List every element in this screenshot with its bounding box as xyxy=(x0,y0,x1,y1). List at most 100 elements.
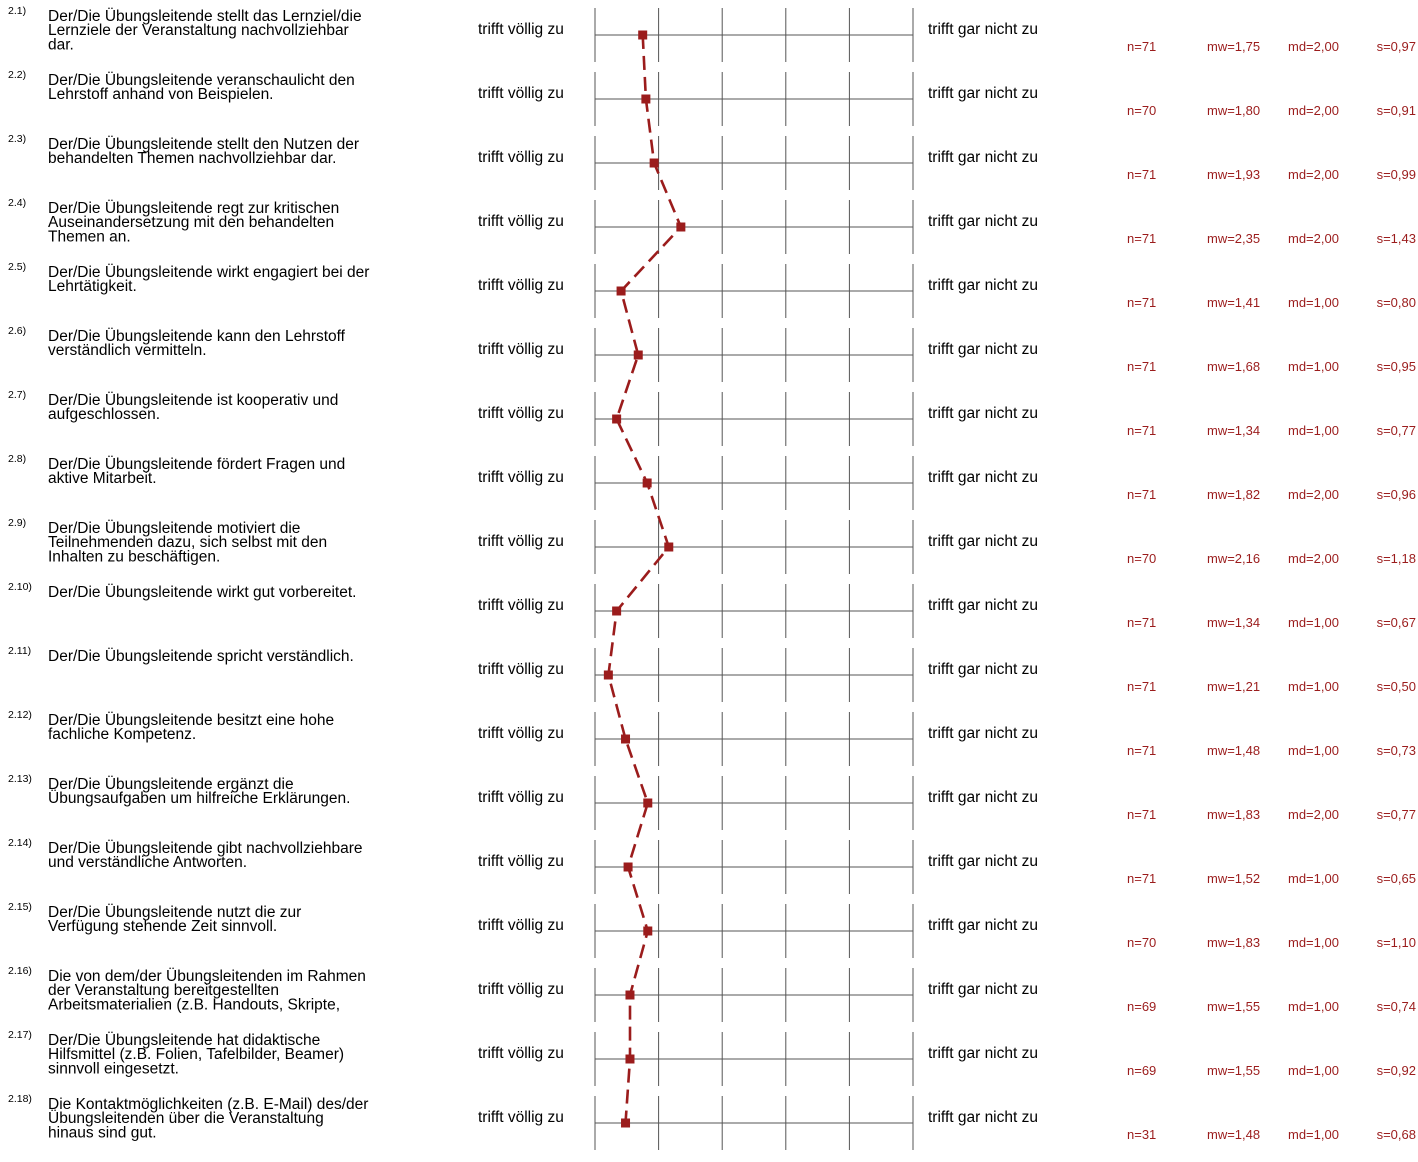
data-point xyxy=(612,606,622,616)
left-pole-label: trifft völlig zu xyxy=(478,149,564,166)
stat-s: s=1,10 xyxy=(1377,935,1416,950)
question-text: Themen an. xyxy=(48,228,131,245)
stat-mw: mw=1,52 xyxy=(1207,871,1260,886)
stat-md: md=2,00 xyxy=(1288,487,1339,502)
question-text: Der/Die Übungsleitende motiviert die xyxy=(48,519,300,537)
right-pole-label: trifft gar nicht zu xyxy=(928,341,1038,358)
question-text: Übungsleitenden über die Veranstaltung xyxy=(48,1109,324,1127)
question-text: Der/Die Übungsleitende nutzt die zur xyxy=(48,903,301,921)
stat-md: md=1,00 xyxy=(1288,423,1339,438)
stat-n: n=71 xyxy=(1127,871,1156,886)
left-pole-label: trifft völlig zu xyxy=(478,341,564,358)
question-text: Verfügung stehende Zeit sinnvoll. xyxy=(48,918,277,935)
stat-md: md=1,00 xyxy=(1288,615,1339,630)
right-pole-label: trifft gar nicht zu xyxy=(928,533,1038,550)
stat-s: s=0,80 xyxy=(1377,295,1416,310)
question-text: Die von dem/der Übungsleitenden im Rahme… xyxy=(48,967,366,985)
question-text: Der/Die Übungsleitende spricht verständl… xyxy=(48,647,354,665)
stat-mw: mw=1,41 xyxy=(1207,295,1260,310)
item-number: 2.12) xyxy=(8,709,32,721)
left-pole-label: trifft völlig zu xyxy=(478,213,564,230)
question-text: Lernziele der Veranstaltung nachvollzieh… xyxy=(48,22,349,39)
stat-md: md=1,00 xyxy=(1288,743,1339,758)
data-point xyxy=(642,478,652,488)
data-point xyxy=(621,1118,631,1128)
grid-layer xyxy=(594,8,914,1150)
stat-n: n=69 xyxy=(1127,999,1156,1014)
question-text: Der/Die Übungsleitende wirkt gut vorbere… xyxy=(48,583,356,601)
stat-mw: mw=1,34 xyxy=(1207,423,1260,438)
right-pole-label: trifft gar nicht zu xyxy=(928,213,1038,230)
left-pole-label: trifft völlig zu xyxy=(478,405,564,422)
stat-s: s=0,73 xyxy=(1377,743,1416,758)
question-text: Hilfsmittel (z.B. Folien, Tafelbilder, B… xyxy=(48,1046,344,1063)
stat-n: n=71 xyxy=(1127,423,1156,438)
question-text: dar. xyxy=(48,36,74,53)
right-pole-label: trifft gar nicht zu xyxy=(928,149,1038,166)
stat-n: n=70 xyxy=(1127,935,1156,950)
stat-n: n=71 xyxy=(1127,295,1156,310)
left-pole-label: trifft völlig zu xyxy=(478,597,564,614)
stat-md: md=2,00 xyxy=(1288,551,1339,566)
data-point xyxy=(664,542,674,552)
item-number: 2.4) xyxy=(8,197,26,209)
question-text: Der/Die Übungsleitende stellt den Nutzen… xyxy=(48,135,359,153)
question-text: verständlich vermitteln. xyxy=(48,342,207,359)
stat-n: n=70 xyxy=(1127,551,1156,566)
stat-md: md=2,00 xyxy=(1288,167,1339,182)
item-number: 2.7) xyxy=(8,389,26,401)
question-text: Der/Die Übungsleitende ist kooperativ un… xyxy=(48,391,338,409)
data-point xyxy=(649,158,659,168)
item-number: 2.6) xyxy=(8,325,26,337)
question-text: Der/Die Übungsleitende kann den Lehrstof… xyxy=(48,327,346,345)
item-number: 2.15) xyxy=(8,901,32,913)
left-pole-label: trifft völlig zu xyxy=(478,1109,564,1126)
stat-n: n=71 xyxy=(1127,167,1156,182)
right-pole-label: trifft gar nicht zu xyxy=(928,789,1038,806)
question-text: Der/Die Übungsleitende gibt nachvollzieh… xyxy=(48,839,363,857)
question-text: Der/Die Übungsleitende regt zur kritisch… xyxy=(48,199,339,217)
stat-mw: mw=2,35 xyxy=(1207,231,1260,246)
stat-s: s=0,77 xyxy=(1377,423,1416,438)
data-point xyxy=(603,670,613,680)
stat-s: s=0,74 xyxy=(1377,999,1416,1014)
stat-md: md=2,00 xyxy=(1288,39,1339,54)
left-pole-label: trifft völlig zu xyxy=(478,981,564,998)
question-text: hinaus sind gut. xyxy=(48,1124,157,1141)
stat-n: n=71 xyxy=(1127,615,1156,630)
stat-mw: mw=1,80 xyxy=(1207,103,1260,118)
stat-mw: mw=1,68 xyxy=(1207,359,1260,374)
left-pole-label: trifft völlig zu xyxy=(478,853,564,870)
question-text: Übungsaufgaben um hilfreiche Erklärungen… xyxy=(48,789,350,807)
stat-md: md=2,00 xyxy=(1288,807,1339,822)
data-point xyxy=(616,286,626,296)
stat-md: md=1,00 xyxy=(1288,359,1339,374)
stat-s: s=0,50 xyxy=(1377,679,1416,694)
question-text: Der/Die Übungsleitende besitzt eine hohe xyxy=(48,711,334,729)
stat-s: s=1,43 xyxy=(1377,231,1416,246)
item-number: 2.17) xyxy=(8,1029,32,1041)
stat-n: n=71 xyxy=(1127,359,1156,374)
question-text: Der/Die Übungsleitende fördert Fragen un… xyxy=(48,455,345,473)
stat-s: s=0,95 xyxy=(1377,359,1416,374)
stat-md: md=1,00 xyxy=(1288,1127,1339,1142)
series-layer xyxy=(603,30,686,1128)
stat-s: s=0,77 xyxy=(1377,807,1416,822)
left-pole-label: trifft völlig zu xyxy=(478,917,564,934)
stat-s: s=0,68 xyxy=(1377,1127,1416,1142)
item-number: 2.8) xyxy=(8,453,26,465)
question-text: der Veranstaltung bereitgestellten xyxy=(48,982,279,999)
right-pole-label: trifft gar nicht zu xyxy=(928,597,1038,614)
stat-md: md=2,00 xyxy=(1288,231,1339,246)
question-text: fachliche Kompetenz. xyxy=(48,726,196,743)
stat-md: md=1,00 xyxy=(1288,935,1339,950)
label-layer: 2.1) Der/Die Übungsleitende stellt das Le… xyxy=(8,5,1416,1142)
item-number: 2.2) xyxy=(8,69,26,81)
stat-md: md=1,00 xyxy=(1288,295,1339,310)
stat-mw: mw=1,93 xyxy=(1207,167,1260,182)
left-pole-label: trifft völlig zu xyxy=(478,21,564,38)
right-pole-label: trifft gar nicht zu xyxy=(928,661,1038,678)
right-pole-label: trifft gar nicht zu xyxy=(928,277,1038,294)
data-point xyxy=(633,350,643,360)
data-point xyxy=(643,798,653,808)
